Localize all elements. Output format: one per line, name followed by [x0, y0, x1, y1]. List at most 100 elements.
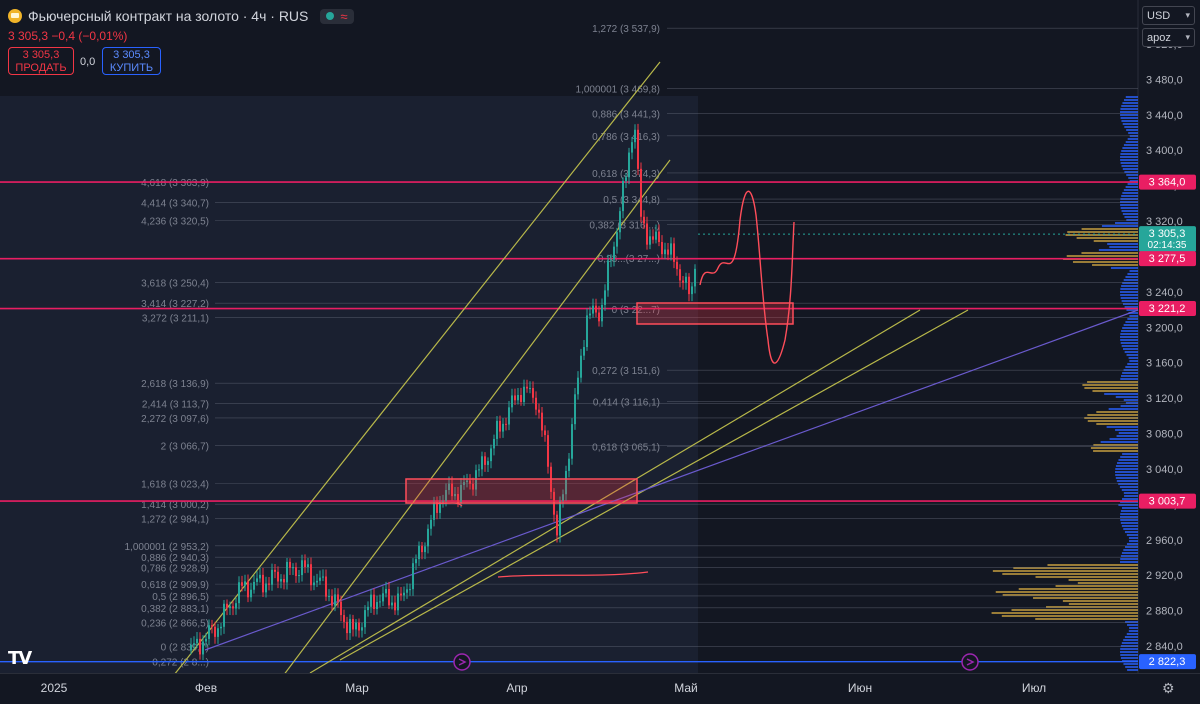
- fib-level-label: 2,272 (3 097,6): [141, 414, 209, 425]
- candle-body: [262, 574, 264, 593]
- candle-body: [586, 315, 588, 348]
- fib-level-label: 4,414 (3 340,7): [141, 199, 209, 210]
- candle-body: [226, 603, 228, 609]
- volume-profile-bar: [1124, 126, 1138, 128]
- volume-profile-bar: [1122, 147, 1138, 149]
- spread-value: 0,0: [80, 56, 96, 68]
- candle-body: [562, 494, 564, 501]
- volume-profile-bar: [1121, 375, 1138, 377]
- price-badge-text: 3 221,2: [1149, 303, 1186, 315]
- fib-level-label: 4,236 (3 320,5): [141, 217, 209, 228]
- volume-profile-bar: [1121, 150, 1138, 152]
- volume-profile-bar: [1077, 582, 1138, 584]
- volume-profile-bar: [1122, 168, 1138, 170]
- volume-profile-bar: [1122, 327, 1138, 329]
- candle-body: [622, 181, 624, 212]
- candle-body: [481, 456, 483, 470]
- volume-profile-bar: [1123, 663, 1138, 665]
- price-badge-text: 3 305,3: [1149, 228, 1186, 240]
- replay-marker-icon[interactable]: [961, 653, 979, 671]
- volume-profile-bar: [1047, 564, 1138, 566]
- tradingview-logo[interactable]: TV: [8, 648, 32, 669]
- price-badge-bg: [1139, 654, 1196, 670]
- volume-profile-bar: [1128, 312, 1138, 314]
- volume-profile-bar: [1126, 534, 1138, 536]
- volume-profile-bar: [1122, 123, 1138, 125]
- symbol-header[interactable]: Фьючерсный контракт на золото · 4ч · RUS…: [8, 6, 354, 26]
- candle-body: [283, 578, 285, 583]
- volume-profile-bar: [1107, 243, 1138, 245]
- volume-profile-bar: [1126, 543, 1138, 545]
- fib-level-label: 0,414 (3 116,1): [593, 398, 660, 409]
- volume-profile-bar: [1125, 402, 1138, 404]
- symbol-title[interactable]: Фьючерсный контракт на золото · 4ч · RUS: [28, 8, 309, 24]
- volume-profile-bar: [1118, 459, 1138, 461]
- candle-body: [202, 641, 204, 655]
- chevron-down-icon: ▾: [1185, 32, 1190, 42]
- candle-body: [190, 644, 192, 651]
- volume-profile-bar: [1115, 474, 1138, 476]
- volume-profile-bar: [1117, 462, 1138, 464]
- marker-arrow: [458, 658, 467, 666]
- candle-body: [430, 519, 432, 529]
- volume-profile-bar: [1011, 609, 1138, 611]
- volume-profile-bar: [1120, 501, 1138, 503]
- fib-level-label: 0,618 (2 909,9): [141, 580, 209, 591]
- price-badge-text: 2 822,3: [1149, 656, 1186, 668]
- candle-body: [307, 564, 309, 568]
- fib-level-label: 0 (2 839,7): [161, 642, 209, 653]
- price-scale-label: 2 960,0: [1146, 535, 1183, 547]
- script-select[interactable]: apoz ▾: [1142, 28, 1195, 47]
- buy-button[interactable]: 3 305,3 КУПИТЬ: [102, 47, 161, 75]
- time-label: Июн: [847, 681, 873, 695]
- volume-profile-bar: [1127, 183, 1138, 185]
- candle-body: [412, 563, 414, 590]
- candle-body: [652, 236, 654, 240]
- currency-select[interactable]: USD ▾: [1142, 6, 1195, 25]
- candle-body: [214, 626, 216, 637]
- candle-body: [364, 610, 366, 628]
- volume-profile-bar: [1087, 420, 1138, 422]
- candle-body: [211, 625, 213, 627]
- candle-body: [433, 502, 435, 520]
- volume-profile-bar: [1124, 216, 1138, 218]
- candle-body: [457, 494, 459, 504]
- volume-profile-bar: [1120, 555, 1138, 557]
- volume-profile-bar: [1115, 468, 1138, 470]
- candle-body: [385, 588, 387, 594]
- mark-drawing: [435, 502, 463, 507]
- volume-profile-bar: [1123, 528, 1138, 530]
- volume-profile-bar: [1123, 189, 1138, 191]
- volume-profile-bar: [1120, 405, 1138, 407]
- volume-profile-bar: [1120, 339, 1138, 341]
- time-axis-bar[interactable]: [0, 673, 1200, 704]
- candle-body: [592, 305, 594, 314]
- chart-settings-icon[interactable]: ⚙: [1162, 680, 1175, 696]
- candle-body: [295, 567, 297, 577]
- candle-body: [397, 593, 399, 611]
- fib-level-label: 3,272 (3 211,1): [142, 313, 209, 324]
- volume-profile-bar: [1093, 450, 1138, 452]
- replay-marker-icon[interactable]: [453, 653, 471, 671]
- volume-profile-bar: [1082, 384, 1138, 386]
- candle-body: [352, 618, 354, 630]
- volume-profile-bar: [1124, 495, 1138, 497]
- market-status-pill[interactable]: ≈: [320, 8, 354, 24]
- fib-level-label: 0,5 (3 344,8): [603, 195, 660, 206]
- volume-profile-bar: [1121, 105, 1138, 107]
- marker-arrow: [966, 658, 975, 666]
- candle-body: [250, 589, 252, 598]
- sell-button[interactable]: 3 305,3 ПРОДАТЬ: [8, 47, 74, 75]
- volume-profile-bar: [1092, 264, 1138, 266]
- volume-profile-bar: [1129, 180, 1138, 182]
- volume-profile-bar: [1013, 567, 1138, 569]
- fib-level-label: 1,618 (3 023,4): [141, 480, 209, 491]
- volume-profile-bar: [1120, 516, 1138, 518]
- volume-profile-bar: [1127, 363, 1138, 365]
- candle-body: [655, 231, 657, 240]
- volume-profile-bar: [1129, 627, 1138, 629]
- volume-profile-bar: [1100, 441, 1138, 443]
- volume-profile-bar: [1002, 573, 1138, 575]
- volume-profile-bar: [1128, 630, 1138, 632]
